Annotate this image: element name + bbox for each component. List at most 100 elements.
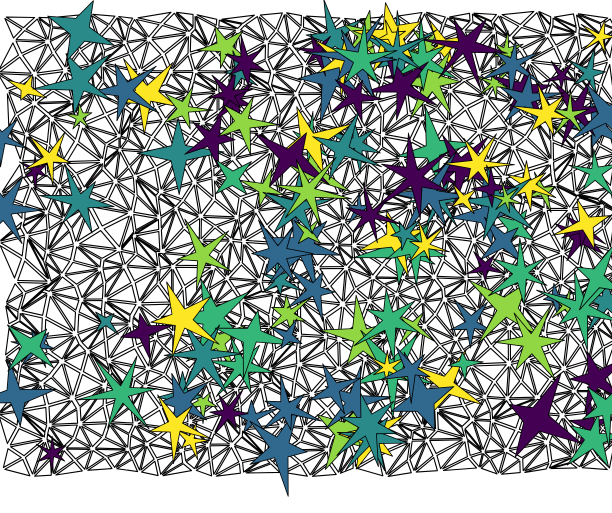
mesh-triangle — [157, 193, 175, 207]
cell-cluster — [76, 355, 158, 430]
mesh-triangle — [292, 28, 321, 45]
mesh-triangle — [300, 301, 325, 334]
mesh-triangle — [326, 341, 340, 367]
mesh-triangle — [508, 398, 535, 407]
cell-cluster — [32, 53, 112, 116]
mesh-triangle — [203, 216, 235, 226]
mesh-triangle — [54, 450, 74, 475]
mesh-triangle — [553, 153, 574, 183]
mesh-triangle — [177, 201, 199, 216]
mesh-triangle — [549, 34, 575, 46]
cell-cluster — [390, 218, 421, 251]
mesh-triangle — [589, 329, 603, 360]
mesh-triangle — [203, 200, 235, 218]
mesh-triangle — [48, 164, 63, 185]
mesh-triangle — [422, 355, 448, 371]
mesh-triangle — [241, 430, 264, 455]
mesh-triangle — [446, 240, 467, 276]
mesh-triangle — [136, 425, 157, 443]
mesh-triangle — [220, 19, 243, 29]
mesh-triangle — [512, 26, 545, 38]
mesh-triangle — [452, 80, 484, 97]
cell-cluster — [582, 386, 612, 449]
cell-cluster — [214, 309, 296, 380]
mesh-triangle — [86, 182, 114, 199]
mesh-triangle — [275, 73, 302, 93]
mesh-triangle — [94, 438, 126, 450]
mesh-triangle — [50, 427, 73, 447]
mesh-triangle — [107, 137, 120, 149]
mesh-triangle — [17, 375, 40, 389]
mesh-triangle — [0, 42, 20, 70]
mesh-triangle — [270, 73, 295, 93]
mesh-triangle — [28, 239, 50, 280]
colored-cell-clusters — [0, 0, 612, 497]
mesh-triangle — [365, 129, 381, 146]
mesh-triangle — [160, 209, 175, 229]
cell-cluster — [224, 35, 265, 88]
mesh-triangle — [115, 450, 133, 468]
mesh-triangle — [83, 94, 105, 123]
cell-cluster — [447, 351, 484, 382]
mesh-triangle — [50, 276, 75, 292]
mesh-triangle — [77, 246, 102, 268]
mesh-triangle — [337, 223, 352, 244]
mesh-triangle — [119, 137, 127, 149]
cell-cluster — [65, 102, 93, 130]
mesh-triangle — [271, 85, 295, 94]
mesh-triangle — [602, 18, 612, 28]
mesh-triangle — [53, 102, 74, 117]
mesh-triangle — [89, 341, 107, 360]
mesh-triangle — [82, 406, 108, 424]
mesh-triangle — [524, 444, 550, 472]
mesh-triangle — [573, 151, 591, 169]
mesh-triangle — [215, 447, 240, 476]
mesh-triangle — [164, 334, 174, 354]
mesh-triangle — [578, 194, 603, 205]
mesh-triangle — [304, 16, 328, 34]
mesh-triangle — [140, 271, 159, 302]
mesh-triangle — [196, 48, 216, 70]
mesh-triangle — [397, 278, 414, 293]
mesh-triangle — [425, 219, 443, 240]
mesh-triangle — [436, 441, 464, 470]
mesh-triangle — [51, 363, 72, 396]
mesh-triangle — [51, 295, 77, 332]
mesh-triangle — [480, 52, 497, 74]
mesh-triangle — [134, 271, 158, 302]
mesh-triangle — [9, 428, 43, 446]
mesh-triangle — [481, 128, 508, 140]
mesh-triangle — [129, 152, 144, 175]
mesh-triangle — [563, 392, 582, 414]
mesh-triangle — [386, 423, 410, 439]
mesh-triangle — [106, 284, 137, 303]
mesh-triangle — [36, 71, 64, 89]
mesh-triangle — [183, 184, 200, 215]
mesh-triangle — [448, 92, 465, 121]
mesh-triangle — [215, 463, 241, 477]
mesh-triangle — [24, 239, 49, 279]
cell-cluster — [7, 324, 54, 372]
mesh-triangle — [328, 196, 343, 220]
mesh-triangle — [151, 24, 187, 39]
mesh-triangle — [473, 12, 497, 22]
mesh-triangle — [413, 427, 427, 440]
mesh-triangle — [9, 130, 26, 146]
mesh-triangle — [234, 282, 259, 299]
mesh-triangle — [196, 73, 218, 91]
mesh-triangle — [450, 109, 478, 131]
mesh-triangle — [22, 147, 44, 162]
mesh-triangle — [356, 279, 373, 300]
mesh-triangle — [473, 421, 489, 451]
mesh-triangle — [424, 299, 443, 314]
mesh-triangle — [141, 41, 162, 70]
mesh-triangle — [28, 237, 46, 261]
mesh-triangle — [546, 209, 568, 229]
mesh-triangle — [0, 221, 23, 241]
mesh-triangle — [195, 460, 213, 477]
mesh-triangle — [22, 412, 48, 433]
mesh-triangle — [5, 16, 36, 29]
mesh-triangle — [52, 293, 80, 311]
cell-cluster — [542, 60, 577, 90]
mesh-triangle — [507, 366, 521, 397]
